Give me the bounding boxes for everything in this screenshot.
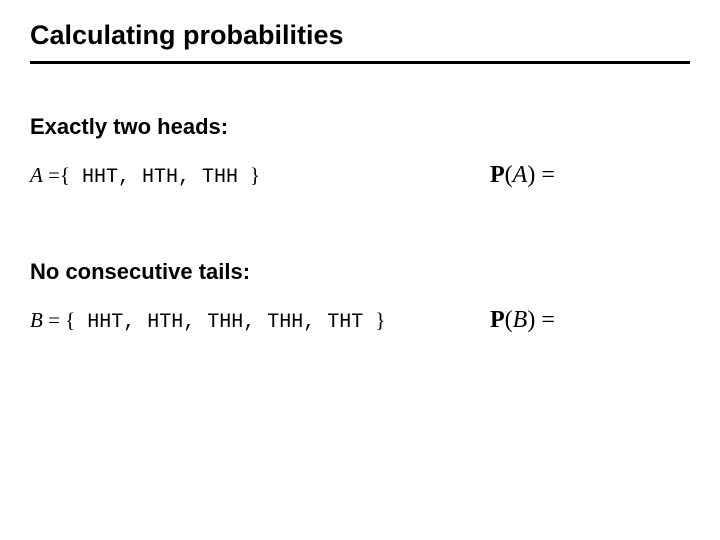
prob-b-P: P: [490, 307, 505, 333]
set-b-var: B: [30, 308, 43, 332]
section-a-heading: Exactly two heads:: [30, 114, 690, 140]
section-b-row: B = { HHT, HTH, THH, THH, THT } P(B) =: [30, 307, 690, 334]
set-b-close: }: [375, 308, 385, 332]
prob-b-open: (: [505, 307, 513, 333]
set-a-close: }: [250, 163, 260, 187]
slide-title: Calculating probabilities: [30, 20, 690, 64]
prob-b-close: ) =: [527, 307, 555, 333]
prob-a: P(A) =: [490, 162, 690, 189]
prob-a-P: P: [490, 162, 505, 188]
set-a-elements: HHT, HTH, THH: [70, 166, 250, 189]
prob-b-var: B: [513, 307, 528, 333]
section-a: Exactly two heads: A ={ HHT, HTH, THH } …: [30, 114, 690, 189]
set-b-elements: HHT, HTH, THH, THH, THT: [75, 311, 375, 334]
section-b-heading: No consecutive tails:: [30, 259, 690, 285]
prob-a-var: A: [513, 162, 528, 188]
prob-b: P(B) =: [490, 307, 690, 334]
section-a-row: A ={ HHT, HTH, THH } P(A) =: [30, 162, 690, 189]
prob-a-close: ) =: [527, 162, 555, 188]
set-b-eq: = {: [43, 308, 75, 332]
set-a-eq: ={: [43, 163, 70, 187]
set-b-definition: B = { HHT, HTH, THH, THH, THT }: [30, 308, 490, 334]
set-a-var: A: [30, 163, 43, 187]
prob-a-open: (: [505, 162, 513, 188]
set-a-definition: A ={ HHT, HTH, THH }: [30, 163, 490, 189]
section-b: No consecutive tails: B = { HHT, HTH, TH…: [30, 259, 690, 334]
